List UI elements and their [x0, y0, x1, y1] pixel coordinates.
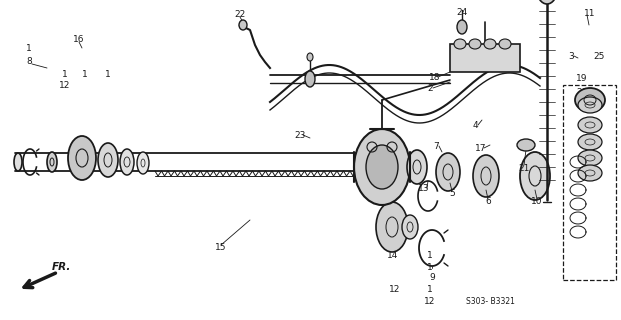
Text: 1: 1: [427, 263, 433, 273]
Ellipse shape: [499, 39, 511, 49]
Ellipse shape: [239, 20, 247, 30]
Text: 1: 1: [427, 285, 433, 294]
Ellipse shape: [14, 153, 22, 171]
Text: 14: 14: [388, 252, 399, 260]
Text: 16: 16: [73, 35, 84, 44]
Ellipse shape: [98, 143, 118, 177]
Ellipse shape: [578, 150, 602, 166]
Text: S303- B3321: S303- B3321: [466, 298, 514, 307]
Text: FR.: FR.: [52, 262, 71, 272]
Text: 25: 25: [593, 52, 605, 60]
Text: 12: 12: [389, 285, 401, 294]
Ellipse shape: [537, 0, 557, 4]
Ellipse shape: [578, 117, 602, 133]
Ellipse shape: [305, 71, 315, 87]
Ellipse shape: [436, 153, 460, 191]
Ellipse shape: [120, 149, 134, 175]
Text: 1: 1: [62, 69, 68, 78]
Text: 1: 1: [82, 69, 88, 78]
Text: 5: 5: [449, 189, 455, 198]
Text: 17: 17: [475, 143, 487, 153]
Text: 10: 10: [531, 197, 543, 206]
Text: 22: 22: [234, 10, 246, 19]
Bar: [563, 85, 616, 280]
Text: 7: 7: [433, 141, 439, 150]
Ellipse shape: [454, 39, 466, 49]
Text: 3: 3: [568, 52, 574, 60]
Text: 18: 18: [429, 73, 441, 82]
Text: 1: 1: [105, 69, 111, 78]
Ellipse shape: [517, 139, 535, 151]
Text: 11: 11: [584, 9, 596, 18]
Text: 8: 8: [26, 57, 32, 66]
Text: 12: 12: [424, 298, 436, 307]
Text: 21: 21: [519, 164, 530, 172]
Ellipse shape: [578, 134, 602, 150]
Ellipse shape: [457, 20, 467, 34]
Ellipse shape: [407, 150, 427, 184]
Ellipse shape: [402, 215, 418, 239]
Text: 9: 9: [429, 274, 435, 283]
Text: 2: 2: [427, 84, 433, 92]
Ellipse shape: [578, 165, 602, 181]
Text: 1: 1: [427, 252, 433, 260]
Text: 1: 1: [26, 44, 32, 52]
Ellipse shape: [578, 97, 602, 113]
Ellipse shape: [137, 152, 149, 174]
Text: 4: 4: [472, 121, 478, 130]
Text: 6: 6: [485, 197, 491, 206]
Ellipse shape: [354, 129, 410, 205]
Text: 15: 15: [215, 244, 227, 252]
Ellipse shape: [307, 53, 313, 61]
Ellipse shape: [473, 155, 499, 197]
Bar: [450, 44, 520, 72]
Ellipse shape: [484, 39, 496, 49]
Ellipse shape: [575, 88, 605, 112]
Ellipse shape: [376, 202, 408, 252]
Ellipse shape: [469, 39, 481, 49]
Text: 23: 23: [294, 131, 306, 140]
Ellipse shape: [47, 152, 57, 172]
Text: 13: 13: [419, 183, 430, 193]
Text: 20: 20: [576, 87, 587, 97]
Text: 24: 24: [456, 7, 468, 17]
Text: 12: 12: [60, 81, 71, 90]
Ellipse shape: [520, 152, 550, 200]
Ellipse shape: [68, 136, 96, 180]
Text: 19: 19: [576, 74, 587, 83]
Ellipse shape: [366, 145, 398, 189]
